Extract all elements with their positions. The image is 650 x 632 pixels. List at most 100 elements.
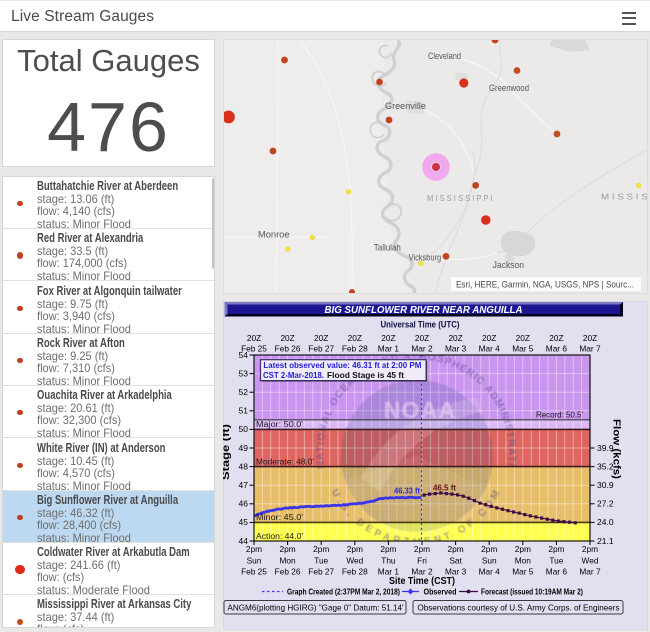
- svg-text:2pm: 2pm: [246, 544, 262, 554]
- svg-text:Mon: Mon: [280, 556, 297, 566]
- svg-text:ANGM6(plotting HGIRG) "Gage 0": ANGM6(plotting HGIRG) "Gage 0" Datum: 51…: [228, 602, 404, 612]
- svg-text:Greenwood: Greenwood: [489, 83, 529, 94]
- svg-text:20Z: 20Z: [482, 333, 496, 343]
- svg-text:Monroe: Monroe: [258, 230, 290, 241]
- svg-text:Action: 44.0': Action: 44.0': [256, 532, 304, 541]
- svg-text:Wed: Wed: [346, 556, 363, 566]
- svg-text:Minor: 45.0': Minor: 45.0': [256, 513, 304, 522]
- svg-text:27.2: 27.2: [597, 499, 614, 509]
- svg-text:30.9: 30.9: [597, 480, 614, 490]
- svg-text:Major: 50.0': Major: 50.0': [256, 420, 304, 429]
- svg-text:Mar 2: Mar 2: [411, 567, 433, 577]
- svg-text:45: 45: [239, 517, 249, 527]
- svg-text:Feb 25: Feb 25: [241, 344, 267, 354]
- svg-text:Mar 5: Mar 5: [512, 344, 534, 354]
- svg-text:Tallulah: Tallulah: [374, 243, 401, 254]
- svg-text:Mar 6: Mar 6: [546, 567, 568, 577]
- svg-text:46.33 ft: 46.33 ft: [394, 486, 420, 496]
- svg-text:Fri: Fri: [417, 556, 427, 566]
- svg-text:2pm: 2pm: [347, 544, 363, 554]
- svg-text:52: 52: [239, 387, 249, 397]
- svg-text:2pm: 2pm: [448, 544, 464, 554]
- svg-text:2pm: 2pm: [280, 544, 296, 554]
- svg-text:Feb 25: Feb 25: [241, 567, 267, 577]
- svg-text:Feb 26: Feb 26: [275, 344, 301, 354]
- svg-text:Mar 2: Mar 2: [411, 344, 433, 354]
- svg-text:Mar 5: Mar 5: [512, 567, 534, 577]
- svg-text:Latest observed value: 46.31: Latest observed value: 46.31 ft at 2:00 …: [263, 361, 421, 370]
- svg-text:50: 50: [239, 424, 249, 434]
- svg-text:Graph Created (2:37PM Mar 2, 2: Graph Created (2:37PM Mar 2, 2018): [287, 588, 400, 597]
- svg-text:20Z: 20Z: [415, 333, 429, 343]
- svg-text:47: 47: [239, 480, 249, 490]
- svg-text:Moderate: 48.0': Moderate: 48.0': [256, 457, 314, 466]
- svg-text:Site Time (CST): Site Time (CST): [389, 575, 455, 587]
- svg-text:Sun: Sun: [482, 556, 497, 566]
- svg-text:2pm: 2pm: [548, 544, 564, 554]
- svg-text:2pm: 2pm: [515, 544, 531, 554]
- svg-text:53: 53: [239, 368, 249, 378]
- svg-text:54: 54: [239, 350, 249, 360]
- svg-text:Cleveland: Cleveland: [428, 51, 461, 62]
- svg-text:Vicksburg: Vicksburg: [409, 253, 442, 264]
- svg-text:49: 49: [239, 443, 249, 453]
- svg-text:Feb 28: Feb 28: [342, 344, 368, 354]
- svg-text:Observed: Observed: [424, 588, 457, 597]
- svg-text:Stage (ft): Stage (ft): [223, 424, 232, 480]
- svg-text:20Z: 20Z: [247, 333, 261, 343]
- svg-text:Sat: Sat: [449, 556, 462, 566]
- svg-text:Mar 3: Mar 3: [445, 567, 467, 577]
- svg-text:Mar 4: Mar 4: [479, 344, 501, 354]
- svg-text:M I S S I S S I P P I: M I S S I S S I P P I: [427, 193, 493, 203]
- svg-text:20Z: 20Z: [516, 333, 530, 343]
- svg-text:Mar 1: Mar 1: [378, 567, 400, 577]
- svg-text:Flood Stage is 45 ft: Flood Stage is 45 ft: [327, 371, 404, 380]
- svg-text:20Z: 20Z: [381, 333, 395, 343]
- svg-text:Tue: Tue: [314, 556, 328, 566]
- svg-text:2pm: 2pm: [313, 544, 329, 554]
- svg-text:24.0: 24.0: [597, 517, 614, 527]
- svg-text:Forecast (issued 10:19AM Mar 2: Forecast (issued 10:19AM Mar 2): [481, 588, 583, 597]
- svg-text:46: 46: [239, 499, 249, 509]
- svg-text:20Z: 20Z: [280, 333, 294, 343]
- svg-text:Feb 28: Feb 28: [342, 567, 368, 577]
- svg-text:Wed: Wed: [582, 556, 599, 566]
- svg-text:20Z: 20Z: [549, 333, 563, 343]
- svg-text:Observations courtesy of U.S.: Observations courtesy of U.S. Army Corps…: [418, 602, 620, 612]
- svg-text:21.1: 21.1: [597, 536, 614, 546]
- svg-text:M I S S I S S: M I S S I S S: [601, 192, 648, 202]
- svg-text:51: 51: [239, 406, 249, 416]
- svg-text:Mar 3: Mar 3: [445, 344, 467, 354]
- svg-text:Thu: Thu: [381, 556, 396, 566]
- svg-text:2pm: 2pm: [582, 544, 598, 554]
- svg-text:39.9: 39.9: [597, 443, 614, 453]
- svg-text:Esri, HERE, Garmin, NGA, USGS,: Esri, HERE, Garmin, NGA, USGS, NPS | Sou…: [456, 280, 634, 291]
- svg-text:46.5 ft: 46.5 ft: [433, 482, 456, 492]
- svg-text:2pm: 2pm: [414, 544, 430, 554]
- svg-text:Mar 7: Mar 7: [579, 344, 601, 354]
- svg-text:Flow (kcfs): Flow (kcfs): [611, 419, 622, 479]
- svg-text:Mar 7: Mar 7: [579, 567, 601, 577]
- svg-text:2pm: 2pm: [380, 544, 396, 554]
- svg-text:20Z: 20Z: [314, 333, 328, 343]
- svg-text:Universal Time (UTC): Universal Time (UTC): [381, 320, 460, 331]
- svg-text:20Z: 20Z: [583, 333, 597, 343]
- svg-text:Mar 4: Mar 4: [479, 567, 501, 577]
- svg-text:Mar 6: Mar 6: [546, 344, 568, 354]
- svg-text:CST 2-Mar-2018.: CST 2-Mar-2018.: [263, 371, 324, 380]
- svg-text:44: 44: [239, 536, 249, 546]
- svg-text:20Z: 20Z: [348, 333, 362, 343]
- svg-text:Mar 1: Mar 1: [378, 344, 400, 354]
- svg-text:2pm: 2pm: [481, 544, 497, 554]
- svg-text:Sun: Sun: [247, 556, 262, 566]
- svg-text:Feb 27: Feb 27: [308, 567, 334, 577]
- svg-text:Mon: Mon: [515, 556, 532, 566]
- svg-text:Record: 50.5': Record: 50.5': [536, 411, 583, 420]
- svg-text:Feb 26: Feb 26: [275, 567, 301, 577]
- svg-text:Tue: Tue: [549, 556, 563, 566]
- svg-text:48: 48: [239, 461, 249, 471]
- svg-text:BIG SUNFLOWER RIVER NEAR ANGUI: BIG SUNFLOWER RIVER NEAR ANGUILLA: [325, 304, 523, 316]
- svg-text:Jackson: Jackson: [493, 260, 524, 271]
- svg-text:35.2: 35.2: [597, 461, 614, 471]
- svg-text:20Z: 20Z: [448, 333, 462, 343]
